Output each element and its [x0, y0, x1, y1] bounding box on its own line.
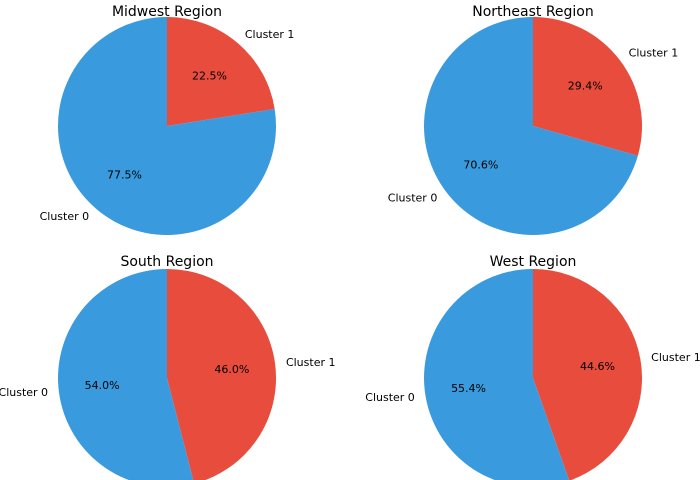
percent-label: 54.0% [85, 379, 120, 392]
category-label: Cluster 0 [365, 391, 415, 404]
panel-west: West Region 44.6% Cluster 1 55.4% Cluster 0 [365, 254, 700, 480]
percent-label: 44.6% [580, 360, 615, 373]
category-label: Cluster 1 [286, 356, 336, 369]
percent-label: 46.0% [214, 363, 249, 376]
percent-label: 70.6% [463, 158, 498, 171]
pie-slice-cluster-0 [423, 17, 638, 235]
percent-label: 29.4% [568, 80, 603, 93]
pie-slice-cluster-0 [424, 269, 570, 480]
panel-title: South Region [120, 254, 213, 270]
percent-label: 55.4% [451, 382, 486, 395]
panel-south: South Region 46.0% Cluster 1 54.0% Cluster … [0, 254, 335, 480]
panel-midwest: Midwest Region 22.5% Cluster 1 77.5% Cluste… [40, 4, 295, 235]
pie-slice-cluster-1 [167, 269, 277, 480]
pie-slice-cluster-0 [58, 269, 194, 480]
category-label: Cluster 1 [651, 351, 700, 364]
panel-title: West Region [490, 254, 577, 270]
panel-title: Midwest Region [112, 4, 222, 20]
panel-title: Northeast Region [472, 4, 594, 20]
percent-label: 22.5% [192, 69, 227, 82]
category-label: Cluster 0 [0, 386, 48, 399]
percent-label: 77.5% [107, 169, 142, 182]
category-label: Cluster 1 [629, 47, 679, 60]
category-label: Cluster 0 [40, 210, 90, 223]
pie-slice-cluster-1 [533, 17, 642, 156]
pie-slice-cluster-1 [533, 269, 643, 480]
panel-northeast: Northeast Region 29.4% Cluster 1 70.6% Clus… [388, 4, 678, 235]
pie-slice-cluster-1 [167, 17, 275, 126]
category-label: Cluster 0 [388, 191, 438, 204]
pie-slice-cluster-0 [58, 17, 277, 235]
category-label: Cluster 1 [245, 28, 295, 41]
